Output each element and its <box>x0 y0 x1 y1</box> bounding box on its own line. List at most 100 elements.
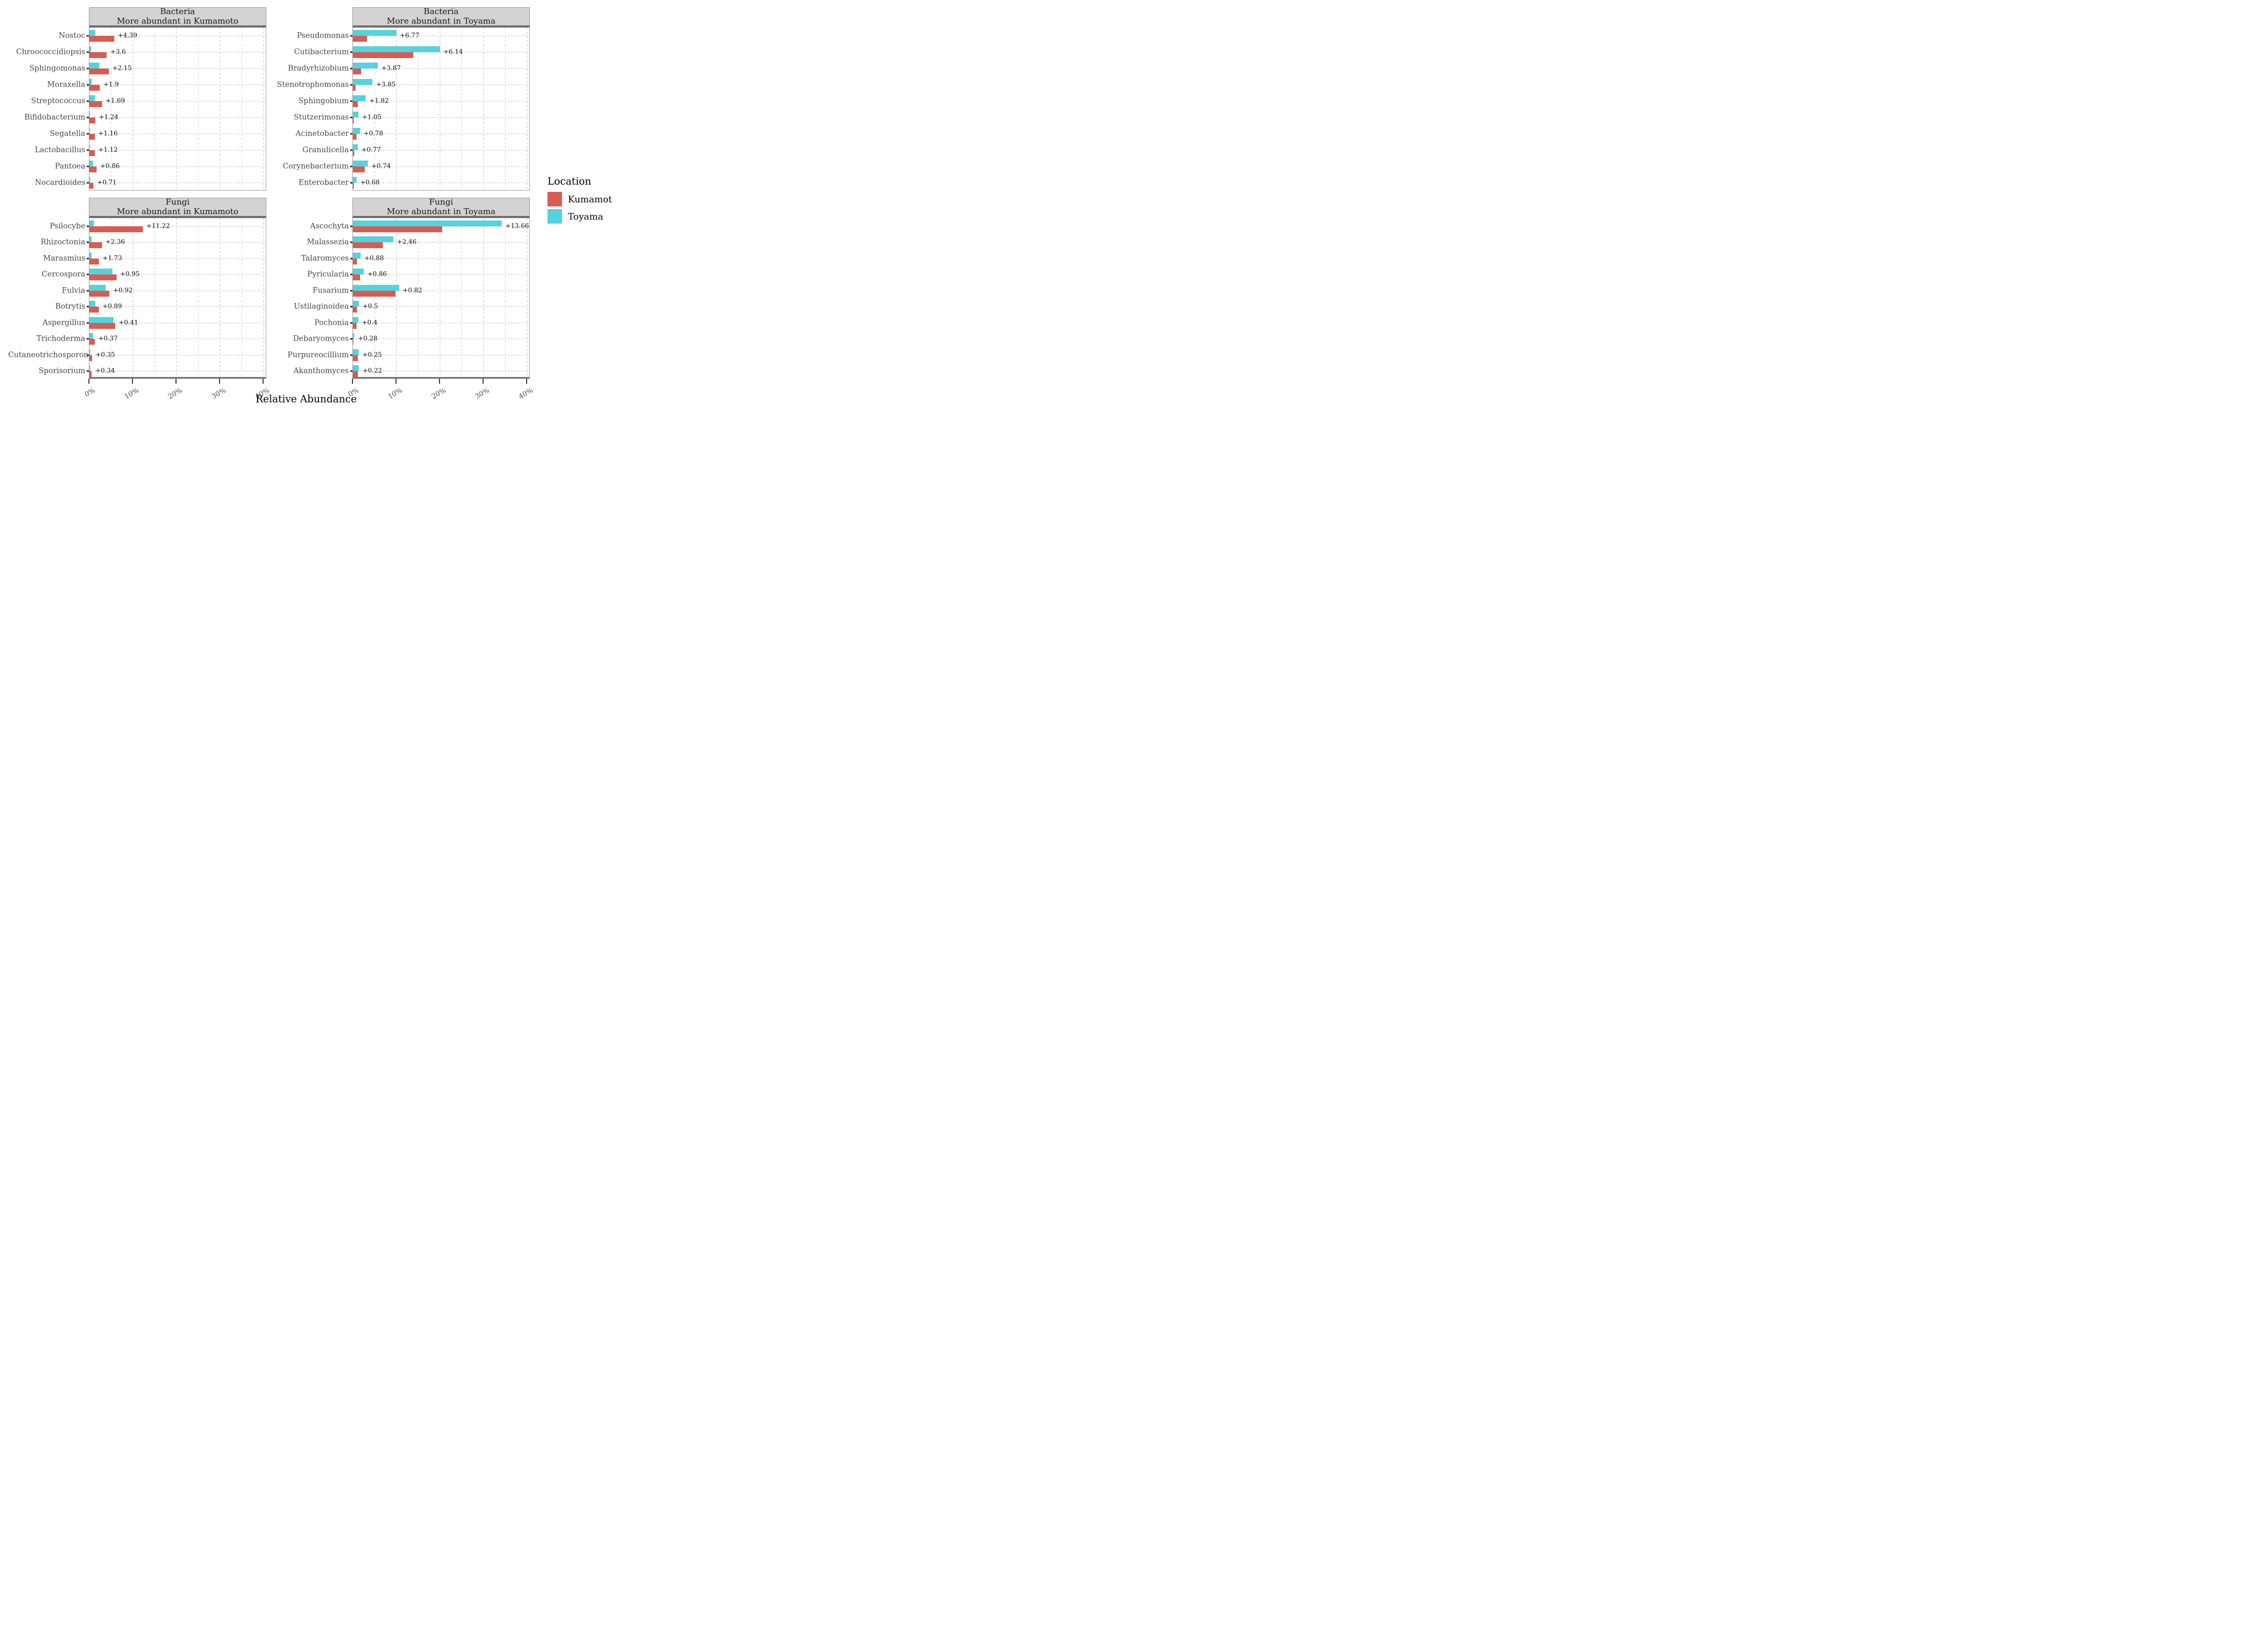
taxon-label-moraxella: Moraxella <box>47 80 85 89</box>
bar-toyama-nocardioides <box>89 177 91 183</box>
bar-toyama-nostoc <box>89 30 95 36</box>
legend-swatch-toyama <box>547 209 562 224</box>
taxon-label-streptococcus: Streptococcus <box>31 96 85 105</box>
row-gridline <box>89 133 266 134</box>
difference-label: +0.28 <box>358 335 378 342</box>
taxon-label-psilocybe: Psilocybe <box>49 221 85 230</box>
bar-kumamoto-ustilaginoidea <box>353 307 357 313</box>
taxon-label-botrytis: Botrytis <box>55 302 85 311</box>
bar-kumamoto-marasmius <box>89 259 99 264</box>
taxon-label-pochonia: Pochonia <box>314 318 349 327</box>
row-gridline <box>89 274 266 275</box>
bar-kumamoto-fusarium <box>353 291 396 297</box>
y-tick <box>87 258 89 259</box>
bar-toyama-malassezia <box>353 236 394 242</box>
gridline-major <box>396 218 397 377</box>
y-tick <box>350 370 352 372</box>
difference-label: +2.15 <box>112 64 132 72</box>
difference-label: +1.9 <box>103 81 119 88</box>
y-tick <box>87 322 89 324</box>
row-gridline <box>353 117 529 118</box>
y-tick <box>87 100 89 102</box>
y-tick <box>87 306 89 308</box>
difference-label: +1.16 <box>98 130 118 137</box>
y-tick <box>350 117 352 118</box>
taxon-label-sphingomonas: Sphingomonas <box>29 64 85 73</box>
bar-kumamoto-moraxella <box>89 85 100 91</box>
taxon-label-trichoderma: Trichoderma <box>36 334 85 343</box>
taxon-label-segatella: Segatella <box>49 129 85 138</box>
y-tick <box>87 117 89 118</box>
difference-label: +0.25 <box>362 351 382 359</box>
bar-toyama-stenotrophomonas <box>353 79 373 85</box>
difference-label: +1.12 <box>98 146 118 154</box>
y-tick <box>87 35 89 37</box>
y-tick <box>87 149 89 151</box>
y-tick <box>350 68 352 69</box>
gridline-major <box>132 218 133 377</box>
y-tick <box>350 322 352 324</box>
bar-kumamoto-acinetobacter <box>353 134 357 140</box>
row-gridline <box>89 258 266 259</box>
row-gridline <box>353 166 529 167</box>
difference-label: +0.68 <box>360 179 380 186</box>
facet-title-direction: More abundant in Toyama <box>386 16 496 26</box>
taxon-label-debaryomyces: Debaryomyces <box>293 334 349 343</box>
faceted-bar-chart: Bacteria More abundant in Kumamoto +4.39 +3… <box>0 0 612 408</box>
difference-label: +0.86 <box>367 270 387 278</box>
x-tick <box>263 379 264 384</box>
bar-kumamoto-corynebacterium <box>353 166 365 172</box>
bar-kumamoto-sporisorium <box>89 371 92 377</box>
row-gridline <box>353 52 529 53</box>
bar-toyama-lactobacillus <box>89 144 90 150</box>
bar-kumamoto-cercospora <box>89 274 117 280</box>
difference-label: +0.71 <box>97 179 117 186</box>
bar-toyama-corynebacterium <box>353 161 368 166</box>
row-gridline <box>89 68 266 69</box>
gridline-minor <box>111 28 112 190</box>
taxon-label-sporisorium: Sporisorium <box>39 366 85 375</box>
y-tick <box>350 100 352 102</box>
bar-toyama-pochonia <box>353 317 358 323</box>
gridline-major <box>483 28 484 190</box>
bar-kumamoto-stenotrophomonas <box>353 85 356 91</box>
taxon-label-purpureocillium: Purpureocillium <box>287 350 349 359</box>
gridline-minor <box>241 28 242 190</box>
y-tick <box>87 166 89 167</box>
difference-label: +0.74 <box>371 162 391 170</box>
bar-toyama-segatella <box>89 128 90 134</box>
bar-kumamoto-trichoderma <box>89 339 95 345</box>
taxon-label-pantoea: Pantoea <box>55 161 85 171</box>
facet-header-bacteria-toyama: Bacteria More abundant in Toyama <box>352 7 530 27</box>
difference-label: +1.24 <box>98 113 118 121</box>
gridline-minor <box>374 28 375 190</box>
y-tick <box>350 338 352 340</box>
bar-kumamoto-nocardioides <box>89 183 94 189</box>
bar-kumamoto-sphingobium <box>353 101 358 107</box>
bar-toyama-ascochyta <box>353 220 502 226</box>
difference-label: +3.87 <box>381 64 401 72</box>
bar-toyama-cutaneotrichosporon <box>89 349 91 355</box>
difference-label: +1.69 <box>105 97 125 105</box>
difference-label: +0.35 <box>95 351 115 359</box>
gridline-major <box>176 28 177 190</box>
difference-label: +1.82 <box>369 97 389 105</box>
taxon-label-akanthomyces: Akanthomyces <box>293 366 349 375</box>
row-gridline <box>353 258 529 259</box>
gridline-major <box>396 28 397 190</box>
bar-kumamoto-cutibacterium <box>353 52 413 58</box>
row-gridline <box>89 226 266 227</box>
bar-toyama-ustilaginoidea <box>353 301 359 307</box>
facet-title-category: Bacteria <box>160 7 196 17</box>
bar-kumamoto-cutaneotrichosporon <box>89 355 92 361</box>
row-gridline <box>89 290 266 291</box>
taxon-label-sphingobium: Sphingobium <box>298 96 349 105</box>
bar-toyama-cutibacterium <box>353 46 440 52</box>
y-tick <box>87 225 89 227</box>
y-tick <box>350 354 352 356</box>
facet-header-fungi-kumamoto: Fungi More abundant in Kumamoto <box>89 198 266 218</box>
taxon-label-granulicella: Granulicella <box>302 145 349 154</box>
bar-kumamoto-purpureocillium <box>353 355 358 361</box>
row-gridline <box>353 242 529 243</box>
row-gridline <box>353 338 529 339</box>
